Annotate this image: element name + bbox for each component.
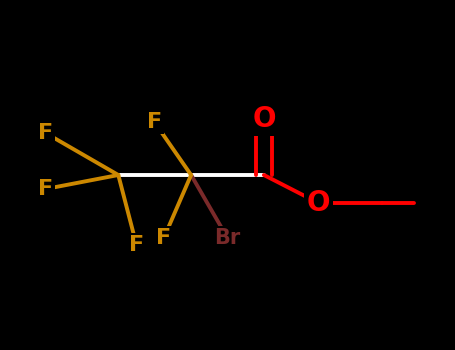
Text: Br: Br xyxy=(214,228,241,248)
Text: F: F xyxy=(129,235,144,255)
Text: O: O xyxy=(252,105,276,133)
Text: O: O xyxy=(307,189,330,217)
Text: F: F xyxy=(38,123,53,143)
Text: F: F xyxy=(147,112,162,133)
Text: F: F xyxy=(38,179,53,199)
Text: F: F xyxy=(156,228,172,248)
